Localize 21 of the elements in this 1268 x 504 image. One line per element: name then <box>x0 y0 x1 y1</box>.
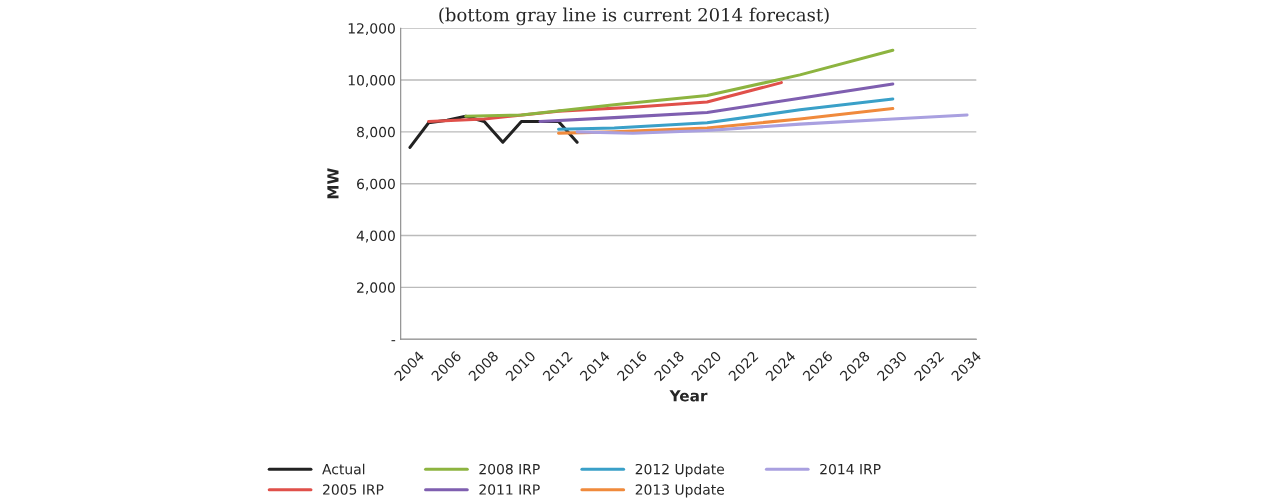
line-series <box>538 82 895 124</box>
y-tick-label: 10,000 <box>348 75 395 87</box>
y-tick-label: 12,000 <box>348 23 395 36</box>
chart-title: (bottom gray line is current 2014 forecast) <box>439 7 829 26</box>
line-series <box>464 48 895 118</box>
line-series <box>557 97 895 131</box>
legend-label: 2014 IRP <box>820 463 881 475</box>
legend-label: 2008 IRP <box>479 463 540 475</box>
legend-label: 2011 IRP <box>479 484 540 495</box>
line-series <box>575 113 969 135</box>
legend-label: 2013 Update <box>635 484 725 498</box>
legend-label: 2005 IRP <box>323 484 384 495</box>
y-axis-title: MW <box>327 168 339 199</box>
x-axis-title: Year <box>669 390 708 402</box>
y-tick-label: 6,000 <box>357 178 395 191</box>
y-tick-label: 8,000 <box>357 126 395 139</box>
y-tick-label: 4,000 <box>356 230 395 243</box>
y-tick-label: - <box>391 340 396 342</box>
legend-label: Actual <box>322 463 365 475</box>
legend-label: 2012 Update <box>635 463 725 478</box>
y-tick-label: 2,000 <box>357 282 395 295</box>
